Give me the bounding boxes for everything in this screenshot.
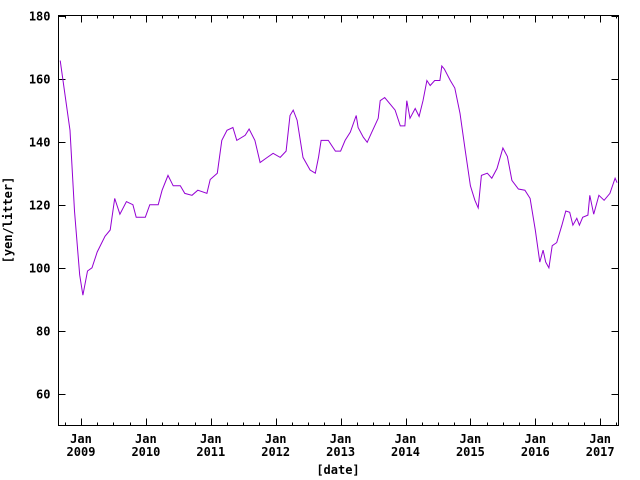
x-tick-label: 2009 (67, 445, 96, 459)
x-axis-ticks: Jan2009Jan2010Jan2011Jan2012Jan2013Jan20… (65, 418, 617, 459)
price-line (59, 60, 618, 296)
x-tick-label: Jan (265, 432, 287, 446)
top-axis-ticks (65, 15, 617, 23)
x-tick-label: Jan (524, 432, 546, 446)
y-axis-label: [yen/litter] (1, 177, 15, 264)
y-tick-label: 80 (36, 325, 50, 339)
x-tick-label: Jan (395, 432, 417, 446)
x-tick-label: 2010 (131, 445, 160, 459)
y-tick-label: 60 (36, 388, 50, 402)
x-tick-label: 2011 (196, 445, 225, 459)
y-tick-label: 140 (29, 136, 51, 150)
x-tick-label: 2013 (326, 445, 355, 459)
x-tick-label: 2017 (586, 445, 615, 459)
y-axis-ticks: 60 80 100 120 140 160 180 (29, 10, 619, 402)
x-tick-label: Jan (460, 432, 482, 446)
plot-border (58, 15, 619, 426)
y-tick-label: 160 (29, 73, 51, 87)
x-tick-label: Jan (135, 432, 157, 446)
x-tick-label: 2016 (521, 445, 550, 459)
y-tick-label: 180 (29, 10, 51, 24)
x-tick-label: 2014 (391, 445, 420, 459)
y-tick-label: 100 (29, 262, 51, 276)
x-tick-label: 2015 (456, 445, 485, 459)
x-tick-label: Jan (70, 432, 92, 446)
y-tick-label: 120 (29, 199, 51, 213)
x-tick-label: Jan (200, 432, 222, 446)
x-tick-label: Jan (589, 432, 611, 446)
x-axis-label: [date] (316, 463, 359, 477)
x-tick-label: Jan (330, 432, 352, 446)
x-tick-label: 2012 (261, 445, 290, 459)
